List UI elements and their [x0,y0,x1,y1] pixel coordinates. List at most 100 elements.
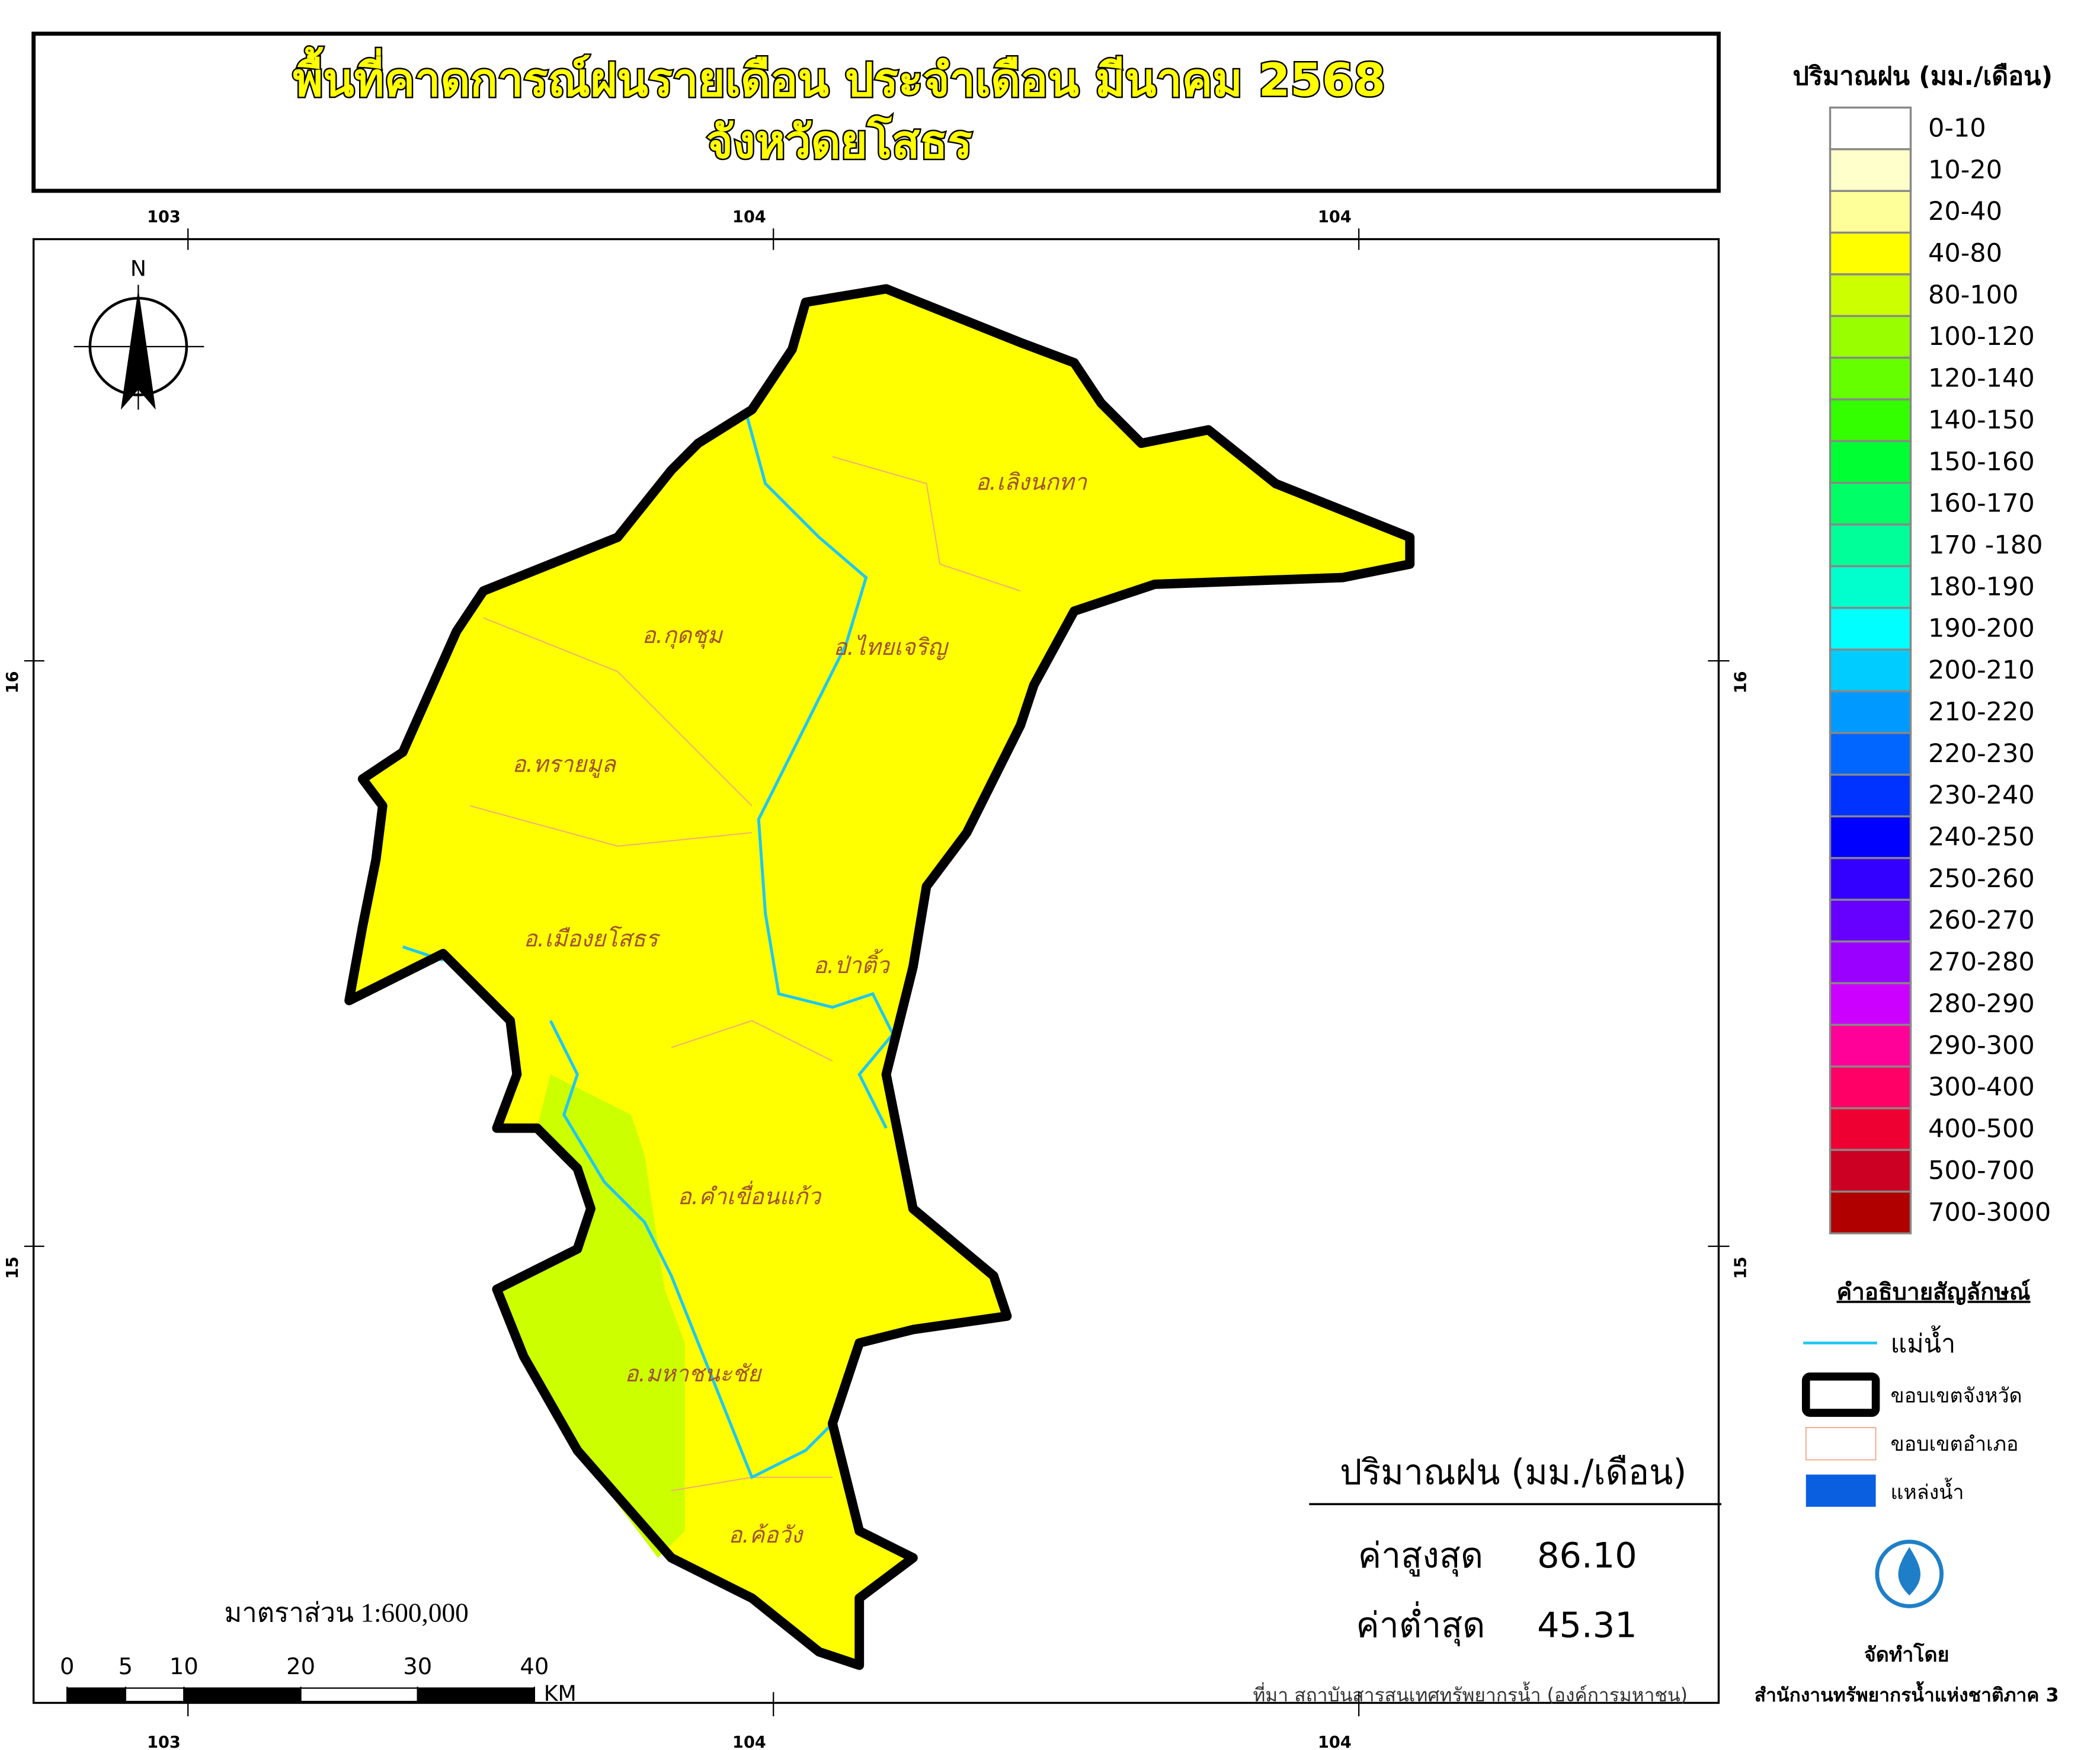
legend-swatch [1829,898,1912,943]
coord-label: 104 [732,1733,766,1750]
legend-swatch [1829,1107,1912,1151]
logo [1875,1540,1944,1608]
legend-label: 80-100 [1928,280,2018,310]
legend-swatch [1829,440,1912,484]
legend-label: 280-290 [1928,989,2035,1019]
scale-text: มาตราส่วน 1:600,000 [224,1598,468,1628]
legend-label: 400-500 [1928,1114,2035,1144]
legend-swatch [1829,732,1912,776]
credit-org: สำนักงานทรัพยากรน้ำแห่งชาติภาค 3 [1755,1681,2059,1706]
source: ที่มา สถาบันสารสนเทศทรัพยากรน้ำ (องค์การ… [1253,1681,1688,1706]
scale-unit: KM [544,1681,577,1706]
legend-swatch [1829,565,1912,609]
district-label: อ.เลิงนกทา [975,469,1087,495]
legend-swatch [1829,690,1912,734]
scale-segment [124,1687,185,1703]
coord-label: 103 [147,208,181,226]
legend-label: 200-210 [1928,655,2035,685]
province-map [344,284,1415,1670]
legend-swatch [1829,315,1912,359]
coord-label: 104 [732,208,766,226]
district-line [483,617,753,807]
scale-tick-label: 30 [403,1653,432,1680]
stats-value: 45.31 [1537,1605,1637,1646]
legend-swatch [1829,106,1912,151]
legend-label: 240-250 [1928,823,2035,852]
symbol-label: ขอบเขตจังหวัด [1891,1384,2022,1407]
scale-segment [300,1687,418,1703]
north-label: N [130,256,146,281]
legend-label: 10-20 [1928,155,2002,185]
legend-label: 140-150 [1928,405,2035,435]
province-symbol [1801,1373,1880,1417]
legend-swatch [1829,1148,1912,1193]
legend-swatch [1829,231,1912,276]
legend-label: 290-300 [1928,1031,2035,1060]
legend-label: 160-170 [1928,489,2035,519]
coord-label: 16 [1731,671,1750,693]
legend-label: 300-400 [1928,1073,2035,1102]
legend-swatch [1829,607,1912,651]
coord-label: 104 [1318,1733,1352,1750]
legend-label: 210-220 [1928,697,2035,727]
district-symbol [1805,1427,1877,1461]
logo-drop [1898,1547,1920,1596]
coord-label: 15 [1731,1256,1750,1279]
river [744,409,895,1129]
legend-label: 20-40 [1928,197,2002,226]
province-boundary [344,284,1415,1670]
legend-swatch [1829,815,1912,859]
district-label: อ.ป่าติ้ว [814,949,891,979]
symbols-title: คำอธิบายสัญลักษณ์ [1836,1279,2030,1306]
arrow [120,289,156,410]
legend-label: 170 -180 [1928,530,2043,560]
coord-label: 16 [4,671,22,693]
legend-label: 700-3000 [1928,1198,2051,1227]
legend-label: 230-240 [1928,780,2035,810]
legend-label: 250-260 [1928,864,2035,894]
coord-label: 104 [1318,208,1352,226]
legend-label: 500-700 [1928,1156,2035,1185]
legend-label: 180-190 [1928,572,2035,602]
district-label: อ.กุดชุม [642,622,723,650]
legend-swatch [1829,148,1912,192]
scale-tick-label: 0 [60,1653,75,1680]
district-label: อ.ทรายมูล [512,751,617,778]
legend-swatch [1829,190,1912,234]
stats-label: ค่าต่ำสุด [1356,1601,1485,1647]
legend-swatch [1829,857,1912,901]
subtitle: จังหวัดยโสธร [706,115,972,169]
coord-label: 15 [4,1256,22,1279]
district-line [832,456,1021,592]
legend-label: 220-230 [1928,739,2035,769]
legend-label: 40-80 [1928,239,2002,268]
stats-label: ค่าสูงสุด [1358,1535,1483,1577]
legend-label: 0-10 [1928,113,1986,143]
legend-label: 190-200 [1928,614,2035,644]
stats-value: 86.10 [1537,1535,1637,1576]
district-line [469,805,753,847]
legend-label: 100-120 [1928,322,2035,351]
legend-label: 120-140 [1928,364,2035,393]
legend-swatch [1829,773,1912,818]
title-box [31,31,1721,193]
legend-swatch [1829,523,1912,568]
district-boundaries [469,456,1021,1492]
legend-swatch [1829,940,1912,984]
scale-tick-label: 40 [520,1653,549,1680]
legend-title: ปริมาณฝน (มม./เดือน) [1793,62,2053,91]
stats-title: ปริมาณฝน (มม./เดือน) [1340,1451,1686,1492]
legend-swatch [1829,273,1912,317]
district-label: อ.เมืองยโสธร [524,926,661,952]
symbol-label: แม่น้ำ [1891,1325,1956,1359]
district-label: อ.คำเขื่อนแก้ว [678,1180,822,1210]
legend-swatch [1829,1066,1912,1109]
legend-label: 260-270 [1928,906,2035,935]
green-area [497,1074,685,1558]
legend-swatch [1829,482,1912,526]
legend-swatch [1829,398,1912,443]
district-line [671,1020,833,1062]
north-arrow: N [73,256,204,410]
